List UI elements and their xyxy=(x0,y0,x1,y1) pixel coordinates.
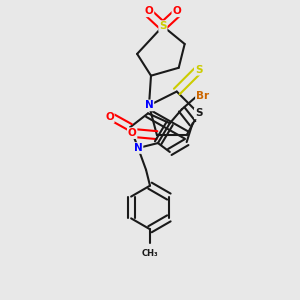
Text: CH₃: CH₃ xyxy=(142,249,158,258)
Text: S: S xyxy=(159,21,166,31)
Text: O: O xyxy=(145,6,153,16)
Text: N: N xyxy=(134,143,142,153)
Text: S: S xyxy=(195,65,202,75)
Text: Br: Br xyxy=(196,91,209,100)
Text: O: O xyxy=(128,128,136,138)
Text: N: N xyxy=(145,100,153,110)
Text: S: S xyxy=(195,108,202,118)
Text: O: O xyxy=(105,112,114,122)
Text: O: O xyxy=(172,6,181,16)
